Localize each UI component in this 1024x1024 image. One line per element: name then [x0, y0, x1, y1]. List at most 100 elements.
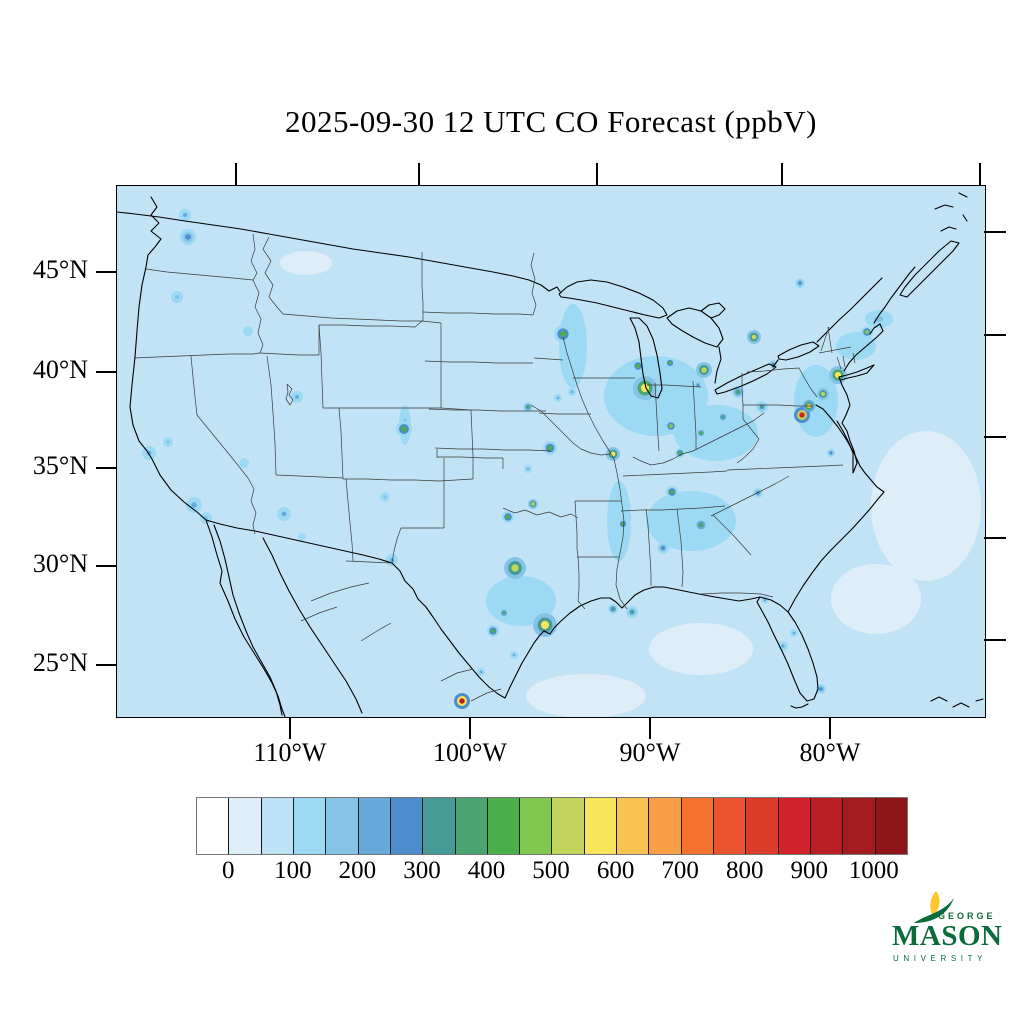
- colorbar-tick-label: 0: [222, 857, 235, 884]
- co-hotspot-Washington DC: [799, 412, 805, 418]
- gmu-george-text: GEORGE: [938, 911, 996, 921]
- top-tick: [596, 163, 598, 185]
- co-hotspot-Montreal: [798, 281, 802, 285]
- state-boundaries: [133, 233, 856, 702]
- right-tick: [984, 639, 1006, 641]
- bottom-tick: [649, 717, 651, 739]
- co-hotspot-new-england-band: [849, 341, 863, 351]
- colorbar-cell: [648, 798, 681, 854]
- co-hotspot-gulf-light-band-2: [526, 674, 646, 717]
- co-hotspot-Norfolk: [829, 451, 833, 455]
- colorbar-cell: [583, 798, 617, 854]
- colorbar-cell: [680, 798, 713, 854]
- co-hotspot-montana-light: [280, 251, 332, 275]
- co-hotspot-Tampa: [781, 644, 785, 648]
- co-hotspot-Birmingham: [660, 545, 666, 551]
- colorbar-tick-label: 800: [725, 857, 764, 884]
- lon-tick-label: 110°W: [253, 738, 327, 767]
- co-hotspot-Detroit: [701, 367, 707, 373]
- co-hotspot-San Antonio: [490, 628, 496, 634]
- lat-tick-label: 45°N: [32, 255, 88, 284]
- colorbar-cell: [389, 798, 423, 854]
- left-tick: [96, 467, 116, 469]
- co-hotspot-Kansas City: [547, 445, 553, 451]
- co-hotspot-Austin: [502, 611, 506, 615]
- colorbar-tick-label: 300: [403, 857, 441, 884]
- colorbar-tick-label: 900: [790, 857, 829, 884]
- co-hotspot-Des Moines: [570, 390, 574, 394]
- colorbar-tick-label: 1000: [848, 857, 899, 884]
- gmu-flame-icon: [914, 891, 954, 923]
- co-hotspot-Baton Rouge: [611, 607, 615, 611]
- co-concentration-map: [117, 192, 984, 717]
- co-hotspot-Seattle: [185, 234, 191, 240]
- right-tick: [984, 334, 1006, 336]
- right-tick: [984, 436, 1006, 438]
- lon-tick-label: 90°W: [619, 738, 681, 767]
- co-hotspot-Dallas: [511, 564, 519, 572]
- colorbar-tick-label: 500: [532, 857, 570, 884]
- gmu-university-text: UNIVERSITY: [893, 954, 988, 963]
- co-hotspot-Grand Rapids: [668, 361, 672, 365]
- coastlines: [117, 192, 984, 717]
- co-hotspot-Sioux Falls: [556, 396, 560, 400]
- top-tick: [418, 163, 420, 185]
- co-hotspot-texas-band: [509, 592, 533, 610]
- co-hotspot-Miami: [819, 687, 823, 691]
- chart-title: 2025-09-30 12 UTC CO Forecast (ppbV): [284, 104, 817, 139]
- colorbar: [196, 797, 908, 855]
- co-hotspot-Tulsa: [531, 502, 535, 506]
- top-tick: [979, 163, 981, 185]
- co-hotspot-Denver: [401, 426, 407, 432]
- co-hotspot-Boise: [246, 329, 250, 333]
- co-hotspot-Sacramento: [166, 440, 170, 444]
- co-hotspot-Tucson: [300, 535, 304, 539]
- left-tick: [96, 371, 116, 373]
- left-tick: [96, 565, 116, 567]
- left-tick: [96, 664, 116, 666]
- co-hotspot-Corpus Christi: [512, 653, 516, 657]
- co-hotspot-Portland: [174, 294, 180, 300]
- co-hotspot-Houston: [540, 620, 550, 630]
- co-hotspot-atlantic-light-band-2: [831, 564, 921, 634]
- colorbar-cell: [292, 798, 326, 854]
- co-hotspot-Laredo: [479, 670, 483, 674]
- co-hotspot-Phoenix: [281, 511, 287, 517]
- bottom-tick: [829, 717, 831, 739]
- colorbar-cell: [874, 798, 907, 854]
- lat-tick-label: 40°N: [32, 355, 88, 384]
- colorbar-cell: [616, 798, 649, 854]
- colorbar-tick-label: 200: [338, 857, 377, 884]
- colorbar-cell: [519, 798, 552, 854]
- co-hotspot-nova-scotia-offshore: [874, 315, 884, 323]
- colorbar-cell: [260, 798, 293, 854]
- top-tick: [235, 163, 237, 185]
- co-hotspot-Toledo: [696, 383, 700, 387]
- top-tick: [781, 163, 783, 185]
- co-hotspot-ohio-valley: [701, 423, 731, 443]
- co-hotspot-Salt Lake City: [294, 394, 300, 400]
- co-hotspot-Atlanta: [698, 522, 704, 528]
- co-hotspot-Jacksonville: [763, 598, 767, 602]
- co-hotspot-Milwaukee: [635, 363, 641, 369]
- co-hotspot-Omaha: [526, 405, 530, 409]
- lat-tick-label: 25°N: [32, 648, 88, 677]
- co-hotspot-Toronto: [751, 334, 757, 340]
- lon-tick-label: 100°W: [433, 738, 507, 767]
- co-hotspot-atlantic-light-band: [871, 431, 981, 581]
- colorbar-cell: [228, 798, 261, 854]
- co-hotspot-Minneapolis: [559, 330, 567, 338]
- colorbar-tick-label: 100: [274, 857, 312, 884]
- co-hotspot-Albuquerque: [383, 495, 387, 499]
- co-hotspot-Vancouver: [182, 212, 188, 218]
- co-hotspot-Indianapolis: [668, 423, 674, 429]
- bottom-tick: [469, 717, 471, 739]
- co-hotspot-Pittsburgh: [759, 404, 765, 410]
- left-tick: [96, 271, 116, 273]
- colorbar-cell: [777, 798, 810, 854]
- colorbar-cell: [325, 798, 358, 854]
- right-tick: [984, 231, 1006, 233]
- co-hotspot-New Orleans: [629, 609, 635, 615]
- colorbar-cell: [454, 798, 487, 854]
- co-hotspot-Philadelphia: [820, 391, 826, 397]
